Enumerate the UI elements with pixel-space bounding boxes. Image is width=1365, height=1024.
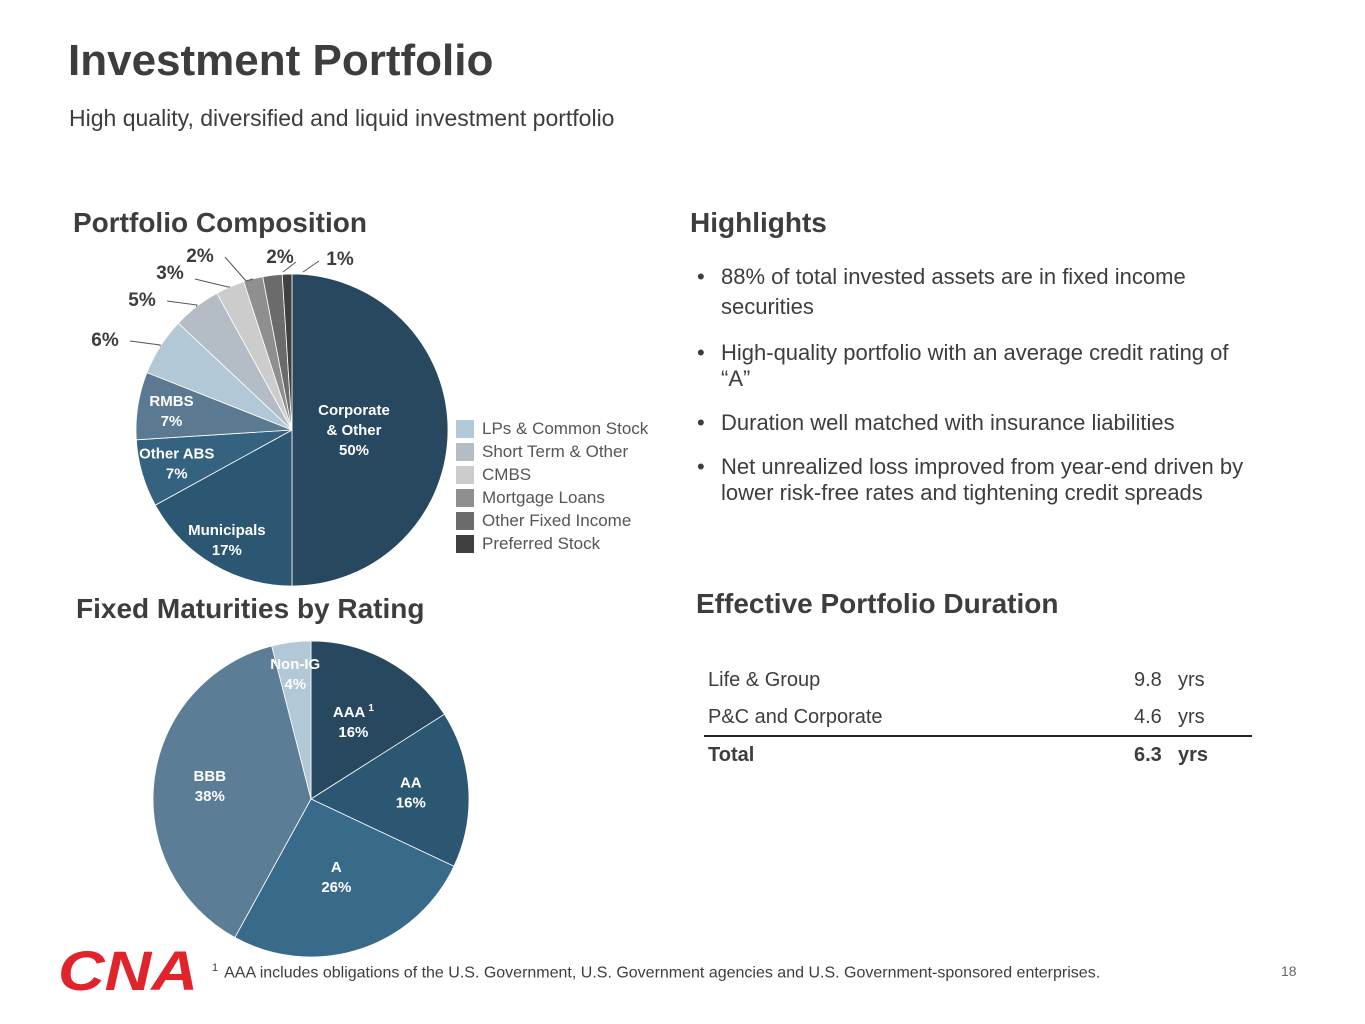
slice-aaa (310, 640, 445, 800)
legend-swatch (456, 511, 474, 530)
duration-heading: Effective Portfolio Duration (696, 588, 1059, 619)
slice-label: Municipals 17% (188, 522, 266, 559)
highlight-text: Net unrealized loss improved from year-e… (721, 454, 1244, 505)
page-title: Investment Portfolio (68, 36, 494, 85)
bullet-dot: • (697, 454, 705, 479)
highlight-item: • Net unrealized loss improved from year-… (697, 454, 1257, 506)
slice-aa (310, 713, 470, 867)
legend-swatch (456, 442, 474, 461)
legend-label: CMBS (482, 464, 532, 484)
leader-line (166, 300, 198, 307)
highlight-item: • High-quality portfolio with an average … (697, 340, 1257, 392)
duration-unit: yrs (1178, 706, 1205, 728)
legend-label: Other Fixed Income (482, 510, 632, 530)
duration-row: Life & Group 9.8 yrs (704, 663, 1252, 700)
leader-line (282, 261, 297, 273)
slice-non-ig (271, 640, 312, 800)
slice-outside-label: 2% (266, 247, 294, 268)
slice-label: Corporate & Other 50% (318, 402, 390, 459)
slice-outside-label: 5% (128, 290, 156, 311)
bullet-dot: • (697, 410, 705, 435)
legend-item: Preferred Stock (456, 532, 648, 555)
bullet-dot: • (697, 264, 705, 289)
cna-logo: CNA (58, 939, 198, 1002)
duration-value: 9.8 (1134, 669, 1162, 691)
portfolio-composition-heading: Portfolio Composition (73, 207, 367, 238)
legend-swatch (456, 419, 474, 438)
legend-swatch (456, 534, 474, 553)
highlight-item: • 88% of total invested assets are in fix… (697, 262, 1257, 322)
slice-preferred-stock (281, 273, 293, 431)
page-subtitle: High quality, diversified and liquid inv… (69, 105, 615, 131)
legend-label: Mortgage Loans (482, 487, 605, 507)
leader-line (302, 260, 320, 273)
leader-line (129, 340, 161, 347)
duration-label: Life & Group (708, 669, 821, 691)
highlight-text: High-quality portfolio with an average c… (721, 340, 1229, 391)
highlight-item: • Duration well matched with insurance li… (697, 410, 1257, 436)
legend-label: Preferred Stock (482, 533, 601, 553)
legend-swatch (456, 488, 474, 507)
pie-portfolio-composition: Corporate & Other 50% Municipals 17% Other AB… (91, 246, 449, 587)
legend-item: Mortgage Loans (456, 486, 648, 509)
legend-label: LPs & Common Stock (482, 418, 649, 438)
composition-legend: LPs & Common Stock Short Term & Other CM… (456, 417, 648, 555)
slice-corporate-other (291, 273, 449, 587)
legend-label: Short Term & Other (482, 441, 629, 461)
duration-row: P&C and Corporate 4.6 yrs (704, 700, 1252, 737)
slice-label: BBB 38% (194, 768, 227, 805)
slice-municipals (154, 429, 293, 587)
slice-label: Non-IG 4% (270, 656, 320, 693)
legend-swatch (456, 465, 474, 484)
slice-outside-label: 1% (326, 249, 354, 270)
slice-outside-label: 2% (186, 246, 214, 267)
duration-label: Total (708, 744, 755, 766)
slice-outside-label: 3% (156, 263, 184, 284)
page-number: 18 (1281, 963, 1297, 979)
slice-label: AA 16% (396, 775, 426, 812)
legend-item: LPs & Common Stock (456, 417, 648, 440)
duration-total-row: Total 6.3 yrs (704, 738, 1252, 775)
highlight-text: Duration well matched with insurance lia… (721, 410, 1175, 435)
slice-label: A 26% (321, 859, 351, 896)
slice-bbb (152, 645, 312, 938)
footnote: 1 AAA includes obligations of the U.S. Go… (212, 962, 1100, 982)
duration-label: P&C and Corporate (708, 706, 883, 728)
footnote-text: AAA includes obligations of the U.S. Gov… (224, 964, 1101, 982)
slice-label: RMBS 7% (149, 393, 193, 430)
logo-text: CNA (58, 939, 198, 1002)
duration-value: 4.6 (1134, 706, 1162, 728)
slice-label: Other ABS 7% (139, 445, 214, 482)
footnote-marker: 1 (212, 962, 219, 974)
slice-label: AAA 1 16% (333, 703, 375, 741)
bullet-dot: • (697, 340, 705, 365)
duration-unit: yrs (1178, 669, 1205, 691)
highlights-heading: Highlights (690, 207, 827, 238)
pie-fixed-maturities-by-rating: AAA 1 16% AA 16% A 26% BBB 38% Non-IG 4% (152, 640, 470, 958)
leader-line (224, 256, 254, 282)
duration-value: 6.3 (1134, 744, 1162, 766)
leader-line (194, 278, 231, 288)
total-divider (704, 735, 1252, 737)
legend-item: Other Fixed Income (456, 509, 648, 532)
fixed-maturities-heading: Fixed Maturities by Rating (76, 593, 425, 624)
highlights-list: • 88% of total invested assets are in fix… (697, 262, 1257, 506)
legend-item: Short Term & Other (456, 440, 648, 463)
slice-outside-label: 6% (91, 330, 119, 351)
highlight-text: 88% of total invested assets are in fixe… (721, 264, 1186, 319)
duration-unit: yrs (1178, 744, 1209, 766)
legend-item: CMBS (456, 463, 648, 486)
